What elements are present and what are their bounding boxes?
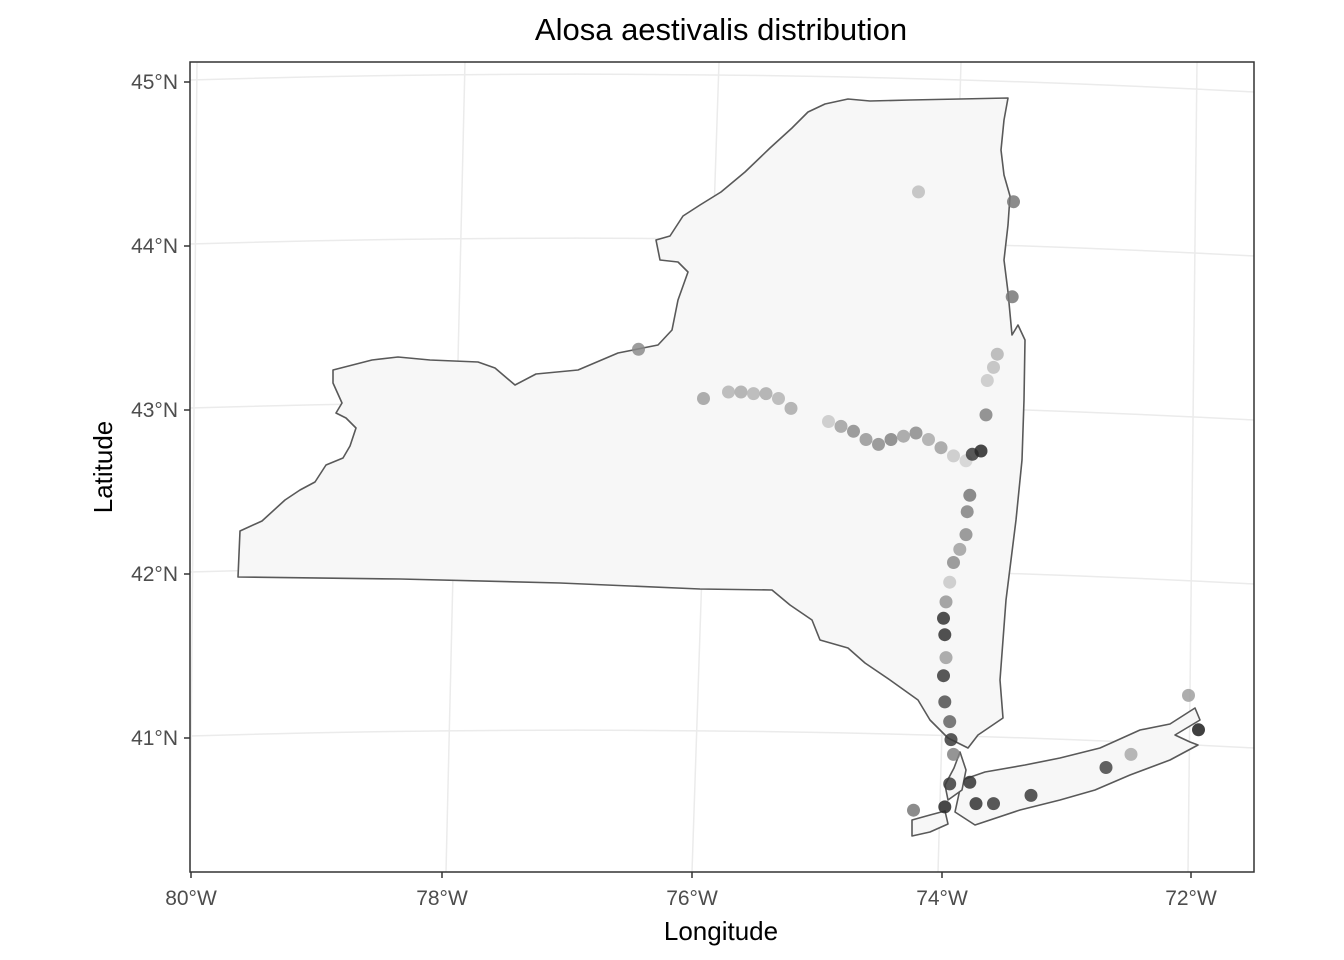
occurrence-point: [722, 385, 735, 399]
occurrence-point: [939, 651, 953, 665]
occurrence-point: [784, 401, 798, 415]
occurrence-point: [1005, 290, 1019, 304]
y-tick-label: 45°N: [131, 71, 178, 94]
grid-line-45n: [189, 73, 1255, 93]
x-tick-label: 76°W: [666, 887, 718, 910]
long-island: [954, 707, 1201, 826]
occurrence-point: [632, 342, 645, 356]
grid-line-80w: [189, 61, 198, 873]
new-york-state: [237, 97, 1201, 837]
occurrence-point: [747, 387, 760, 401]
x-tick-label: 78°W: [416, 887, 468, 910]
occurrence-point: [947, 449, 960, 463]
occurrence-point: [1182, 688, 1195, 702]
y-axis-title: Latitude: [88, 421, 118, 514]
x-tick-label: 80°W: [165, 887, 217, 910]
grid-line-41n: [189, 729, 1255, 749]
occurrence-point: [938, 800, 952, 814]
occurrence-point: [953, 542, 967, 556]
occurrence-point: [872, 437, 885, 451]
occurrence-point: [912, 185, 925, 199]
occurrence-point: [922, 433, 935, 446]
occurrence-point: [959, 528, 973, 542]
panel-border: [189, 61, 1255, 873]
occurrence-point: [859, 433, 873, 446]
occurrence-point: [969, 797, 983, 811]
y-tick-label: 43°N: [131, 399, 178, 422]
occurrence-point: [934, 441, 948, 455]
occurrence-point: [937, 611, 950, 625]
y-tick-label: 44°N: [131, 235, 178, 258]
occurrence-point: [938, 695, 952, 709]
occurrence-point: [960, 505, 974, 519]
occurrence-point: [974, 444, 988, 458]
occurrence-point: [980, 374, 994, 387]
occurrence-point: [1007, 195, 1020, 209]
chart-title: Alosa aestivalis distribution: [535, 12, 907, 47]
occurrence-point: [938, 628, 952, 642]
occurrence-point: [943, 777, 957, 791]
occurrence-point: [847, 424, 860, 438]
occurrence-point: [909, 426, 923, 440]
occurrence-point: [1024, 788, 1038, 802]
occurrence-point: [963, 488, 977, 502]
occurrence-point: [907, 803, 920, 817]
occurrence-point: [937, 669, 950, 683]
occurrence-point: [963, 775, 977, 789]
occurrence-point: [1099, 761, 1113, 774]
new-york-mainland: [237, 97, 1026, 749]
x-axis-title: Longitude: [664, 916, 778, 946]
occurrence-point: [897, 429, 910, 443]
x-tick-label: 74°W: [916, 887, 968, 910]
occurrence-point: [943, 715, 957, 729]
occurrence-point: [987, 360, 1000, 374]
staten-island: [911, 810, 949, 837]
occurrence-point: [759, 387, 773, 401]
occurrence-point: [822, 415, 835, 428]
occurrence-point: [947, 556, 960, 569]
occurrence-point: [834, 419, 848, 433]
occurrence-point: [987, 797, 1000, 811]
y-tick-label: 42°N: [131, 563, 178, 586]
occurrence-point: [772, 392, 785, 405]
y-tick-label: 41°N: [131, 727, 178, 750]
occurrence-point: [947, 747, 960, 761]
occurrence-point: [990, 347, 1004, 361]
occurrence-point: [943, 575, 957, 589]
occurrence-point: [939, 595, 953, 609]
grid-line-72w: [1187, 61, 1198, 873]
occurrence-point: [734, 385, 748, 399]
x-tick-label: 72°W: [1165, 887, 1217, 910]
occurrence-point: [697, 392, 710, 405]
occurrence-point: [944, 733, 958, 747]
occurrence-point: [884, 433, 898, 446]
occurrence-point: [1192, 723, 1205, 737]
occurrence-points: [632, 185, 1205, 817]
x-axis: 80°W 78°W 76°W 74°W 72°W: [165, 872, 1217, 910]
y-axis: 45°N 44°N 43°N 42°N 41°N: [131, 71, 190, 750]
occurrence-point: [979, 408, 993, 422]
occurrence-point: [1124, 747, 1138, 761]
